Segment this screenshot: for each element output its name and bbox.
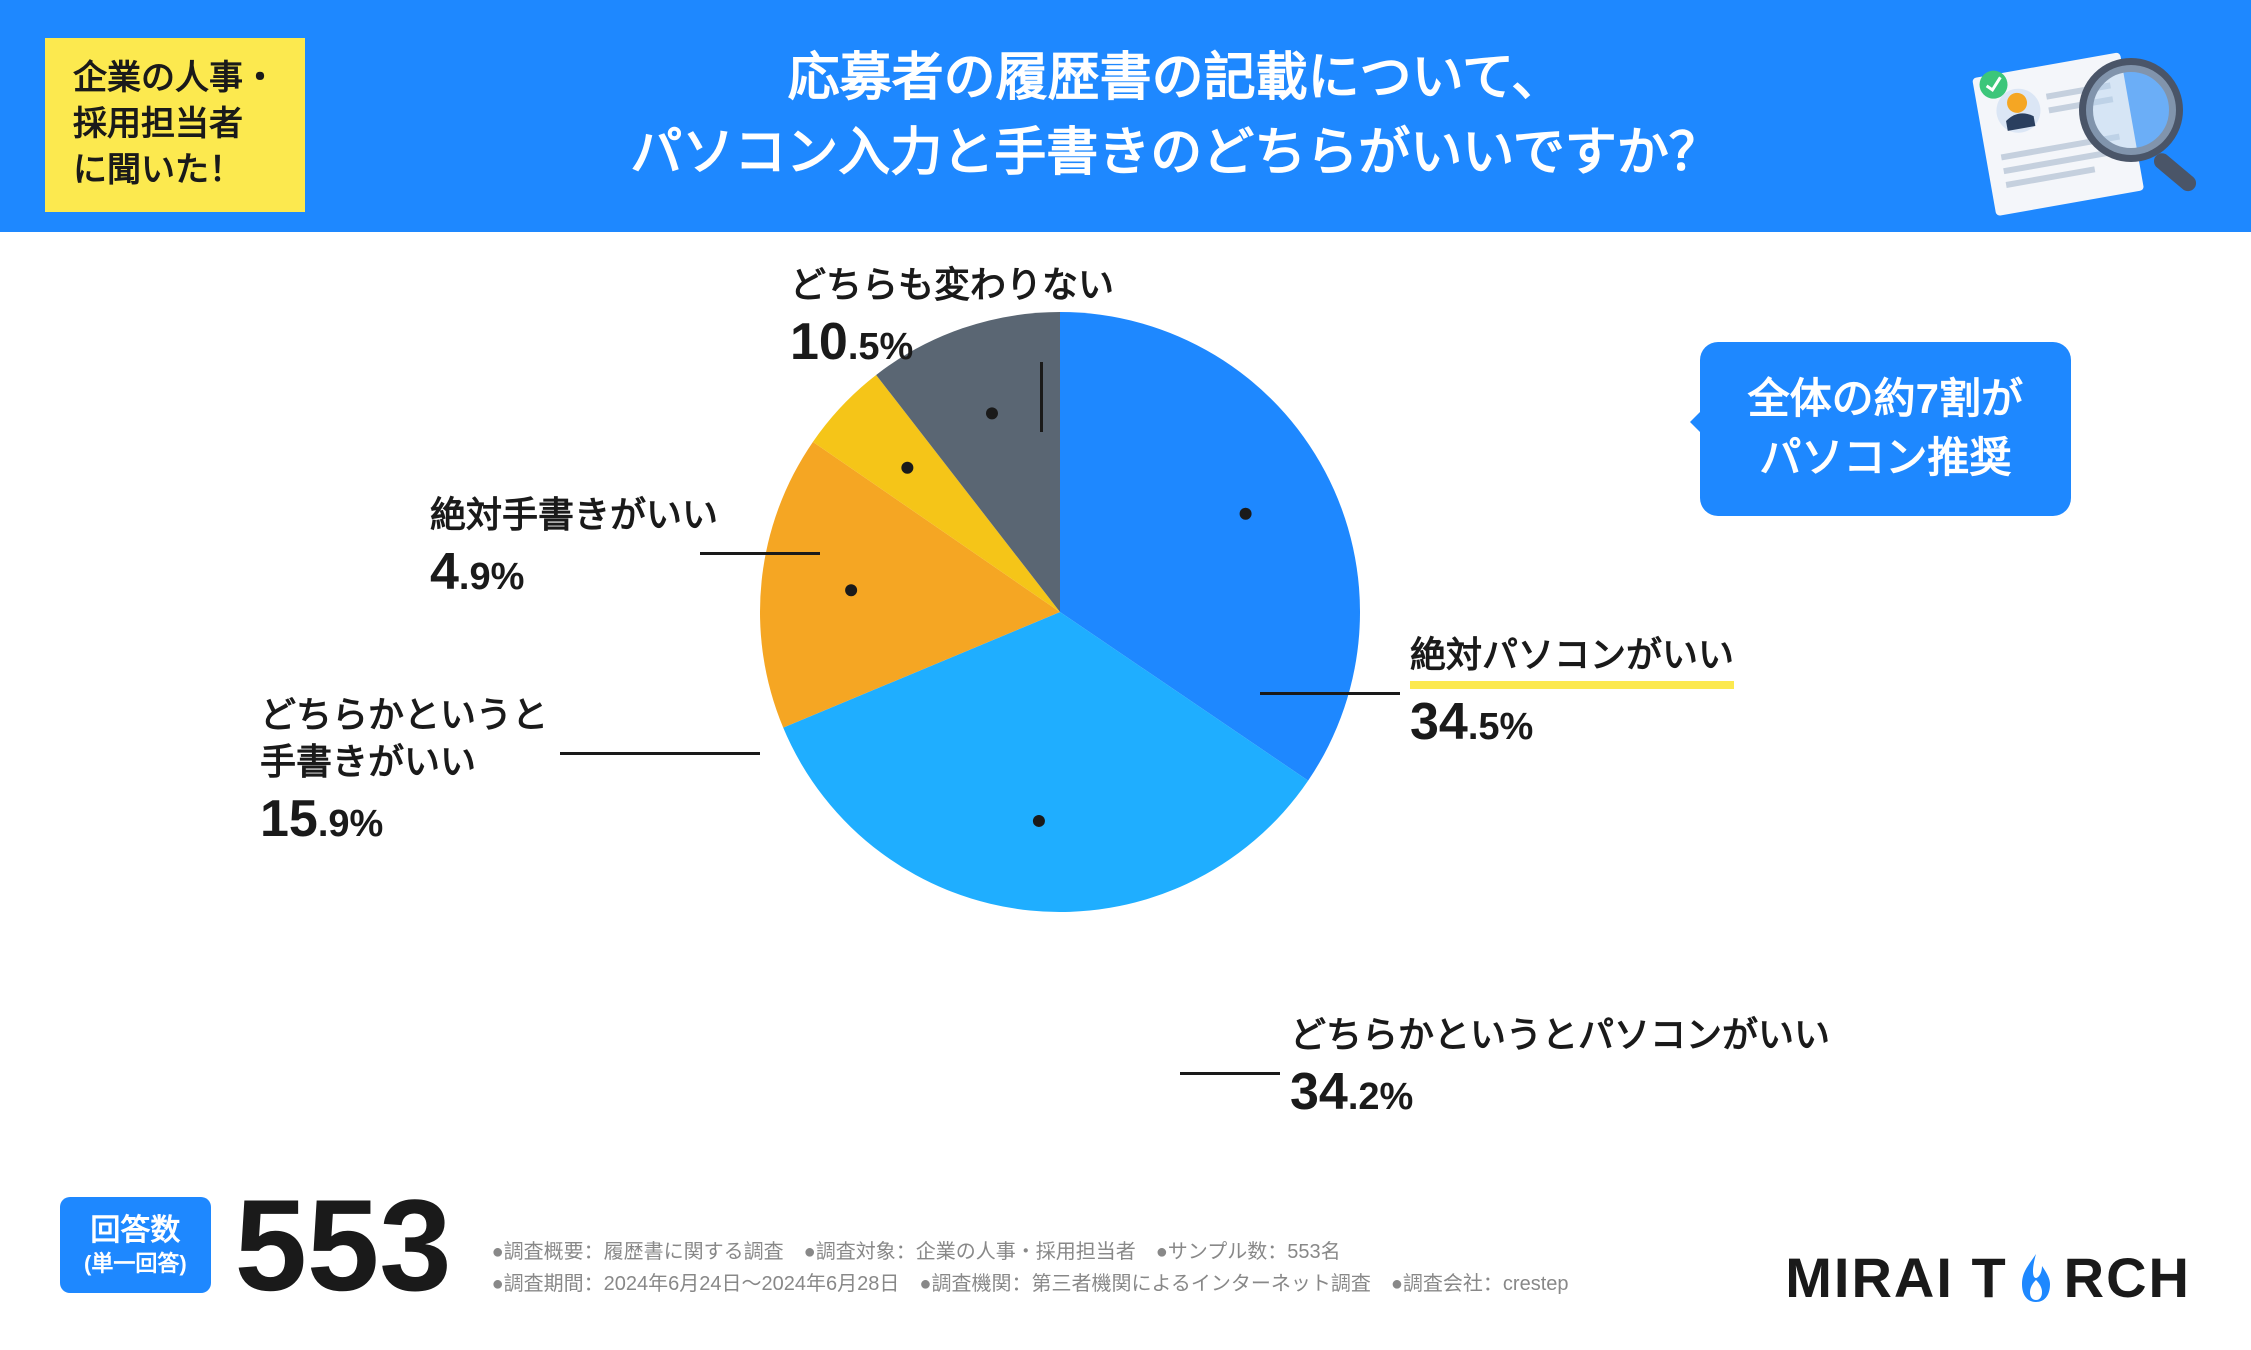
resume-magnifier-icon (1951, 20, 2211, 220)
slice-percent: 34.5% (1410, 689, 1734, 757)
slice-name: どちらも変わりない (790, 262, 1114, 309)
slice-label: どちらも変わりない10.5% (790, 262, 1114, 376)
slice-percent: 10.5% (790, 309, 1114, 377)
survey-footnotes: ●調査概要：履歴書に関する調査 ●調査対象：企業の人事・採用担当者 ●サンプル数… (452, 1236, 1786, 1310)
leader-line (1040, 362, 1043, 432)
leader-line (1260, 692, 1400, 695)
slice-label: どちらかというとパソコンがいい34.2% (1290, 1012, 1830, 1126)
slice-label: どちらかというと手書きがいい15.9% (260, 692, 548, 853)
slice-percent: 15.9% (260, 786, 548, 854)
brand-logo: MIRAI T RCH (1785, 1245, 2191, 1310)
header-title: 応募者の履歴書の記載について、 パソコン入力と手書きのどちらがいいですか？ (0, 41, 2251, 192)
flame-icon (2012, 1250, 2060, 1306)
callout-bubble: 全体の約7割が パソコン推奨 (1700, 342, 2071, 516)
slice-name: 絶対手書きがいい (430, 492, 718, 539)
leader-line (560, 752, 760, 755)
title-line: 応募者の履歴書の記載について、 (788, 49, 1564, 107)
slice-percent: 34.2% (1290, 1059, 1830, 1127)
brand-text: MIRAI T (1785, 1245, 2007, 1310)
header-banner: 企業の人事・ 採用担当者 に聞いた！ 応募者の履歴書の記載について、 パソコン入… (0, 0, 2251, 232)
slice-name: どちらかというとパソコンがいい (1290, 1012, 1830, 1059)
count-label: 回答数 (単一回答) (60, 1197, 211, 1293)
tag-line: 企業の人事・ (73, 59, 277, 97)
slice-label: 絶対パソコンがいい34.5% (1410, 632, 1734, 756)
pie-chart (760, 312, 1360, 912)
title-line: パソコン入力と手書きのどちらがいいですか？ (630, 124, 1720, 182)
brand-text: RCH (2064, 1245, 2191, 1310)
tag-line: 採用担当者 (73, 105, 243, 143)
chart-area: 全体の約7割が パソコン推奨 絶対パソコンがいい34.5% どちらかというとパソコ… (0, 232, 2251, 1182)
callout-line: 全体の約7割が (1748, 375, 2023, 422)
tag-line: に聞いた！ (73, 151, 243, 189)
slice-name: どちらかというと手書きがいい (260, 692, 548, 786)
slice-label: 絶対手書きがいい4.9% (430, 492, 718, 606)
count-value: 553 (235, 1180, 452, 1310)
leader-line (700, 552, 820, 555)
leader-line (1180, 1072, 1280, 1075)
footer: 回答数 (単一回答) 553 ●調査概要：履歴書に関する調査 ●調査対象：企業の… (0, 1180, 2251, 1310)
slice-name: 絶対パソコンがいい (1410, 632, 1734, 689)
footnote-line: ●調査期間：2024年6月24日～2024年6月28日 ●調査機関：第三者機関に… (492, 1268, 1786, 1300)
response-count: 回答数 (単一回答) 553 (60, 1180, 452, 1310)
slice-percent: 4.9% (430, 539, 718, 607)
footnote-line: ●調査概要：履歴書に関する調査 ●調査対象：企業の人事・採用担当者 ●サンプル数… (492, 1236, 1786, 1268)
header-tag: 企業の人事・ 採用担当者 に聞いた！ (45, 38, 305, 212)
callout-line: パソコン推奨 (1759, 434, 2011, 481)
